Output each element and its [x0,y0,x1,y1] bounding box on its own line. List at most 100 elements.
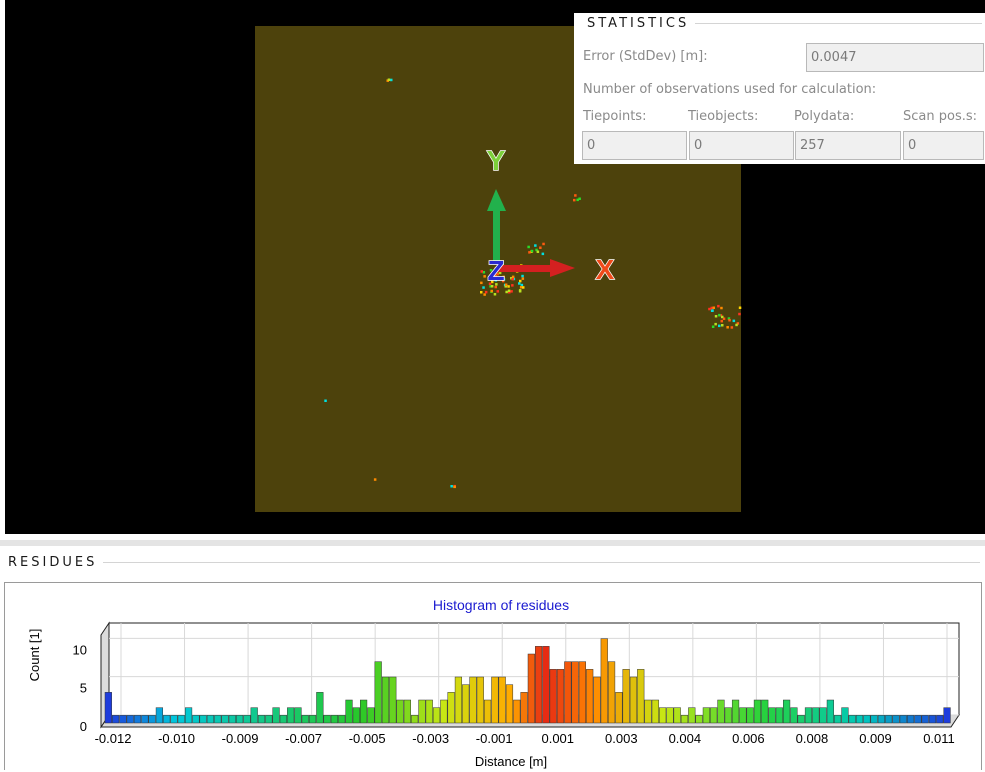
histogram-bar [724,707,732,724]
scan-point [536,250,540,253]
histogram-bar [294,707,302,724]
scan-point [521,274,524,278]
z-axis-label: Z [487,255,504,286]
x-tick-label: 0.011 [923,731,955,746]
statistics-panel: STATISTICS Error (StdDev) [m]: 0.0047 Nu… [574,13,985,164]
scan-point [508,291,511,294]
histogram-bar [637,669,645,724]
histogram-bar [906,715,915,724]
histogram-bar [279,715,287,724]
scan-point [483,275,486,278]
scan-point [726,326,729,329]
3d-viewport[interactable]: Y X Z STATISTICS Error (StdDev) [m]: 0.0… [5,0,985,534]
histogram-bar [462,684,470,724]
histogram-bar [243,715,251,724]
histogram-bar [411,715,419,724]
histogram-bar [345,699,353,724]
histogram-bar [287,707,295,724]
histogram-bar [418,699,426,724]
x-axis-label: X [596,254,615,285]
histogram-bar [556,669,565,724]
scan-point [542,242,545,246]
scan-point [491,280,494,284]
histogram-bar [921,715,929,724]
scan-point [484,290,488,294]
histogram-bar [877,715,886,724]
scan-point [510,277,513,280]
scan-point [488,282,492,285]
scan-point [511,284,514,287]
x-tick-label: -0.001 [476,731,513,746]
scan-point [498,271,502,275]
scan-point [502,275,505,279]
histogram-bar [659,707,667,724]
statistics-header: STATISTICS [587,16,982,31]
histogram-bar [432,707,441,724]
histogram-bar [155,707,163,724]
scan-point [489,269,493,272]
scan-point [528,251,531,254]
scan-positions-field[interactable]: 0 [903,131,984,160]
histogram-bar [855,715,864,724]
scan-point [490,289,493,293]
histogram-bar [469,676,477,724]
histogram-bar [812,707,820,724]
x-tick-label: -0.012 [95,731,132,746]
histogram-bar [440,699,448,724]
splitter-bar[interactable] [0,540,985,546]
scan-point [714,322,717,326]
histogram-bar [119,715,127,724]
histogram-bar [126,715,134,724]
scan-point [518,289,522,292]
histogram-bar [338,715,346,724]
histogram-bar [141,715,149,724]
histogram-bar [104,692,112,724]
histogram-bar [447,692,455,724]
histogram-bar [622,669,630,724]
histogram-bar [914,715,922,724]
y-axis-arrow [487,189,506,264]
histogram-bar [790,707,798,724]
histogram-bar [330,715,339,724]
scan-point [518,282,521,285]
error-value-field[interactable]: 0.0047 [806,43,984,72]
scan-point [494,279,498,282]
histogram-bar [476,676,484,724]
histogram-bar [797,715,805,724]
histogram-bar [578,661,586,724]
y-axis-title: Count [1] [27,629,42,682]
scan-point [494,285,497,289]
histogram-bar [826,699,834,724]
y-tick-label: 0 [80,719,87,734]
histogram-bar [841,707,849,724]
histogram-bar [600,638,608,724]
scan-point [530,249,534,253]
histogram-bar [425,699,433,724]
histogram-bar [214,715,222,724]
histogram-bar [403,699,411,724]
histogram-bar [250,707,258,724]
histogram-bar [381,676,390,724]
histogram-bar [571,661,579,724]
polydata-field[interactable]: 257 [795,131,901,160]
scan-point [527,245,530,249]
scan-point [489,285,492,288]
scan-point [710,306,713,310]
histogram-bar [899,715,907,724]
histogram-bar [607,661,616,724]
histogram-bar [834,715,842,724]
histogram-bar [549,669,557,724]
y-axis-label: Y [487,145,506,176]
histogram-bar [367,707,375,724]
tiepoints-label: Tiepoints: [583,109,647,124]
scan-point [535,248,538,252]
histogram-bar [396,699,404,724]
scan-point [519,286,523,289]
polydata-label: Polydata: [794,109,855,124]
tieobjects-field[interactable]: 0 [689,131,794,160]
tiepoints-field[interactable]: 0 [582,131,687,160]
scan-point [721,324,724,327]
scan-point [710,309,714,312]
histogram-bar [483,699,492,724]
histogram-bar [206,715,215,724]
